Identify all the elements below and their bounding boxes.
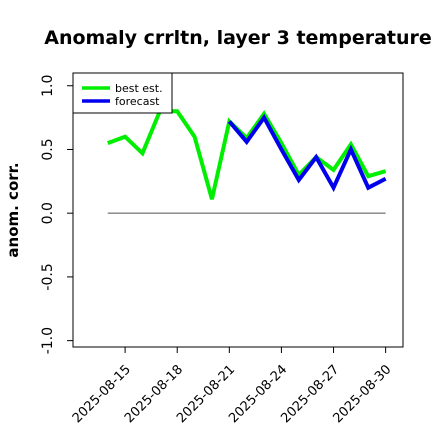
x-ticks-group: 2025-08-152025-08-182025-08-212025-08-24… [70,347,394,426]
plot-frame [72,72,404,348]
y-tick-label: 0.5 [40,138,56,160]
series-line-best-est [107,109,387,200]
series-line-forecast [227,113,387,193]
series-group [107,109,387,200]
y-tick-label: -0.5 [40,263,56,290]
y-axis-label: anom. corr. [4,162,22,257]
legend: best est. forecast [72,72,173,114]
y-tick-label: -1.0 [40,327,56,354]
legend-box [72,72,173,114]
legend-label-forecast: forecast [115,95,160,108]
chart-title: Anomaly crrltn, layer 3 temperature [44,27,432,49]
y-tick-label: 0.0 [40,202,56,224]
y-ticks-group: -1.0 -0.5 0.0 0.5 1.0 [40,75,73,354]
y-tick-label: 1.0 [40,75,56,97]
legend-label-best-est: best est. [115,82,163,95]
